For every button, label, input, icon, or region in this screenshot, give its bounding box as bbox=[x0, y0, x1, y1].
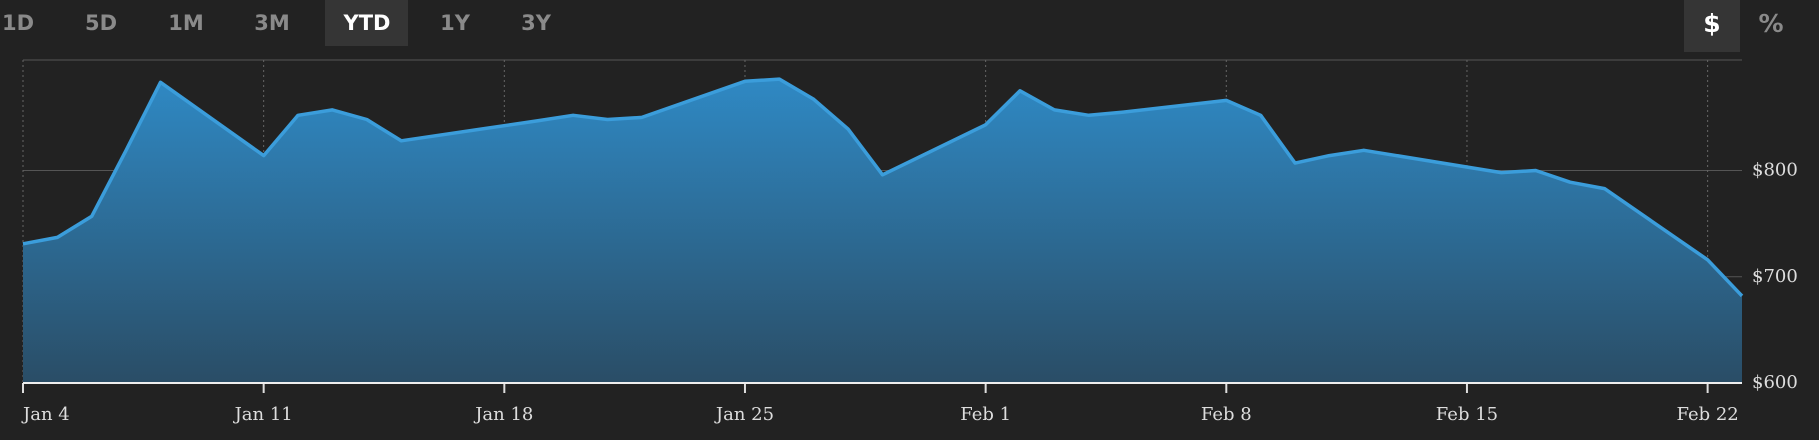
range-button[interactable]: 1Y bbox=[440, 11, 471, 35]
range-button[interactable]: YTD bbox=[343, 11, 391, 35]
toolbar: 1D 5D 1M 3M YTD 1Y 3Y $% bbox=[2, 0, 1784, 52]
range-button[interactable]: 3M bbox=[254, 11, 290, 35]
x-tick-label: Jan 25 bbox=[714, 404, 774, 425]
x-tick-label: Jan 11 bbox=[233, 404, 293, 425]
unit-button[interactable]: % bbox=[1758, 9, 1783, 38]
y-tick-label: $800 bbox=[1752, 160, 1798, 181]
range-button[interactable]: 3Y bbox=[521, 11, 552, 35]
active-unit-bg bbox=[1684, 0, 1740, 52]
price-line bbox=[22, 77, 1744, 298]
x-tick-label: Feb 22 bbox=[1676, 404, 1738, 425]
range-button[interactable]: 5D bbox=[85, 11, 117, 35]
y-tick-label: $700 bbox=[1752, 266, 1798, 287]
x-tick-label: Jan 4 bbox=[21, 404, 70, 425]
x-tick-label: Feb 15 bbox=[1436, 404, 1498, 425]
y-tick-label: $600 bbox=[1752, 372, 1798, 393]
x-tick-label: Feb 1 bbox=[960, 404, 1011, 425]
area-fill bbox=[23, 79, 1742, 383]
range-button[interactable]: 1M bbox=[168, 11, 204, 35]
x-tick-label: Jan 18 bbox=[473, 404, 533, 425]
unit-button[interactable]: $ bbox=[1703, 9, 1720, 38]
chart: $600 $700 $800 Jan 4 Jan 11 Jan 18 Jan 25 Feb 1… bbox=[21, 59, 1798, 425]
active-range-bg bbox=[325, 0, 408, 46]
range-button[interactable]: 1D bbox=[2, 11, 34, 35]
x-tick-label: Feb 8 bbox=[1201, 404, 1252, 425]
